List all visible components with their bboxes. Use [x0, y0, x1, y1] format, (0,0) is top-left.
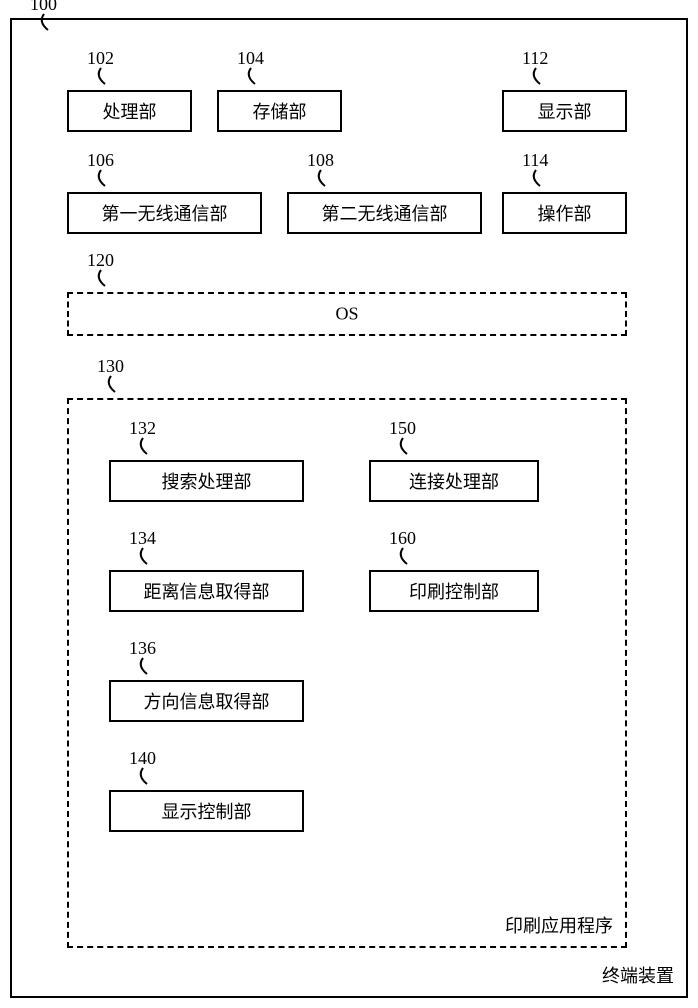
- leader-line: [135, 548, 155, 566]
- app-ref: 130: [97, 356, 147, 377]
- row2-106-box: 第一无线通信部: [67, 192, 262, 234]
- row2-114-box: 操作部: [502, 192, 627, 234]
- app-right-160-box: 印刷控制部: [369, 570, 539, 612]
- leader-line: [93, 170, 113, 188]
- leader-line: [243, 68, 263, 86]
- row2-106-ref: 106: [87, 150, 137, 171]
- row1-112-ref: 112: [522, 48, 572, 69]
- app-right-160-ref: 160: [389, 528, 439, 549]
- row1-112-box: 显示部: [502, 90, 627, 132]
- terminal-device-block: 120 OS 130 印刷应用程序 132 搜索处理部 134 距离信息取得部 136 方…: [10, 18, 688, 998]
- row2-114-ref: 114: [522, 150, 572, 171]
- print-app-block: 印刷应用程序 132 搜索处理部 134 距离信息取得部 136 方向信息取得部 140 显示…: [67, 398, 627, 948]
- os-label: OS: [335, 304, 358, 325]
- os-block: OS: [67, 292, 627, 336]
- app-left-140-box: 显示控制部: [109, 790, 304, 832]
- app-left-136-box: 方向信息取得部: [109, 680, 304, 722]
- leader-line: [395, 438, 415, 456]
- leader-line: [313, 170, 333, 188]
- leader-line: [135, 658, 155, 676]
- row2-108-box: 第二无线通信部: [287, 192, 482, 234]
- app-left-134-ref: 134: [129, 528, 179, 549]
- app-left-132-ref: 132: [129, 418, 179, 439]
- outer-ref: 100: [30, 0, 57, 15]
- row1-102-box: 处理部: [67, 90, 192, 132]
- outer-caption: 终端装置: [602, 962, 674, 988]
- leader-line: [395, 548, 415, 566]
- app-right-150-box: 连接处理部: [369, 460, 539, 502]
- row2-108-ref: 108: [307, 150, 357, 171]
- leader-line: [103, 376, 123, 394]
- leader-line: [93, 68, 113, 86]
- app-left-132-box: 搜索处理部: [109, 460, 304, 502]
- leader-line: [93, 270, 113, 288]
- app-left-140-ref: 140: [129, 748, 179, 769]
- leader-line: [528, 170, 548, 188]
- app-left-136-ref: 136: [129, 638, 179, 659]
- row1-102-ref: 102: [87, 48, 137, 69]
- row1-104-box: 存储部: [217, 90, 342, 132]
- app-caption: 印刷应用程序: [505, 912, 613, 938]
- app-left-134-box: 距离信息取得部: [109, 570, 304, 612]
- leader-line: [135, 438, 155, 456]
- leader-line: [135, 768, 155, 786]
- leader-line: [528, 68, 548, 86]
- os-ref: 120: [87, 250, 137, 271]
- row1-104-ref: 104: [237, 48, 287, 69]
- app-right-150-ref: 150: [389, 418, 439, 439]
